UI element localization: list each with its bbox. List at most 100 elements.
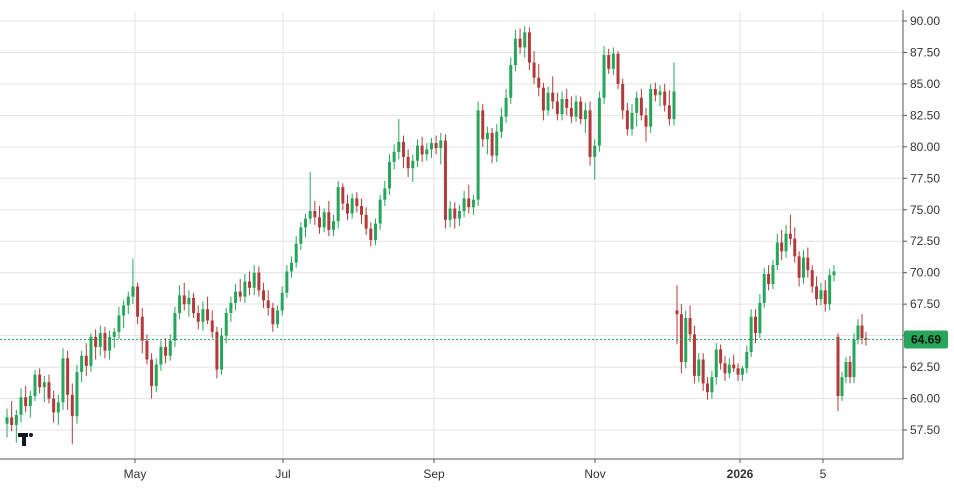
- candle[interactable]: [429, 138, 433, 159]
- candle[interactable]: [471, 194, 475, 215]
- candle[interactable]: [546, 86, 550, 116]
- candle[interactable]: [364, 207, 368, 235]
- candle[interactable]: [392, 144, 396, 170]
- candle[interactable]: [234, 284, 238, 311]
- candles[interactable]: [5, 26, 868, 444]
- candle[interactable]: [159, 340, 163, 371]
- candle[interactable]: [797, 251, 801, 287]
- candle[interactable]: [569, 96, 573, 123]
- candle[interactable]: [823, 280, 827, 312]
- candle[interactable]: [220, 328, 224, 375]
- candle[interactable]: [439, 133, 443, 165]
- candle[interactable]: [70, 383, 74, 444]
- candle[interactable]: [692, 325, 696, 384]
- candle[interactable]: [495, 124, 499, 162]
- candle[interactable]: [42, 375, 46, 403]
- candle[interactable]: [182, 282, 186, 311]
- candle[interactable]: [527, 27, 531, 71]
- candle[interactable]: [710, 370, 714, 399]
- candle[interactable]: [509, 57, 513, 105]
- candle[interactable]: [84, 343, 88, 376]
- candle[interactable]: [378, 194, 382, 230]
- candle[interactable]: [852, 333, 856, 384]
- candle[interactable]: [688, 305, 692, 342]
- candle[interactable]: [844, 357, 848, 384]
- candle[interactable]: [136, 282, 140, 325]
- candle[interactable]: [19, 388, 23, 423]
- candle[interactable]: [75, 364, 79, 424]
- candle[interactable]: [499, 107, 503, 139]
- candle[interactable]: [122, 300, 126, 329]
- candle[interactable]: [541, 82, 545, 121]
- candle[interactable]: [387, 154, 391, 195]
- candle[interactable]: [61, 348, 65, 410]
- candle[interactable]: [856, 319, 860, 345]
- candle[interactable]: [583, 102, 587, 134]
- candle[interactable]: [788, 214, 792, 246]
- candle[interactable]: [411, 154, 415, 183]
- candle[interactable]: [52, 390, 56, 423]
- candle[interactable]: [131, 258, 135, 305]
- candle[interactable]: [420, 136, 424, 162]
- candle[interactable]: [663, 83, 667, 112]
- candle[interactable]: [593, 139, 597, 180]
- candle[interactable]: [767, 265, 771, 291]
- candle[interactable]: [401, 135, 405, 169]
- candle[interactable]: [810, 265, 814, 293]
- candle[interactable]: [780, 229, 784, 261]
- candle[interactable]: [434, 135, 438, 155]
- tradingview-logo[interactable]: [18, 433, 33, 446]
- candle[interactable]: [271, 302, 275, 332]
- candle[interactable]: [33, 369, 37, 402]
- candle[interactable]: [560, 91, 564, 121]
- candle[interactable]: [187, 290, 191, 317]
- candle[interactable]: [732, 354, 736, 373]
- candle[interactable]: [597, 91, 601, 152]
- candle[interactable]: [80, 350, 84, 383]
- candle[interactable]: [192, 292, 196, 318]
- candle[interactable]: [806, 247, 810, 278]
- candle[interactable]: [719, 344, 723, 370]
- candle[interactable]: [672, 62, 676, 126]
- candle[interactable]: [383, 180, 387, 206]
- candle[interactable]: [173, 306, 177, 347]
- candle[interactable]: [749, 309, 753, 358]
- candle[interactable]: [14, 409, 18, 443]
- candle[interactable]: [140, 307, 144, 354]
- candle[interactable]: [621, 78, 625, 120]
- candle[interactable]: [262, 282, 266, 308]
- candle[interactable]: [280, 286, 284, 316]
- candle[interactable]: [523, 26, 527, 58]
- candle[interactable]: [224, 307, 228, 344]
- candle[interactable]: [667, 90, 671, 126]
- candle[interactable]: [771, 260, 775, 290]
- candle[interactable]: [98, 325, 102, 356]
- candle[interactable]: [327, 200, 331, 237]
- candle[interactable]: [229, 296, 233, 322]
- candle[interactable]: [762, 267, 766, 308]
- candle[interactable]: [10, 401, 14, 432]
- candle[interactable]: [290, 256, 294, 278]
- candle[interactable]: [513, 29, 517, 72]
- candle[interactable]: [5, 408, 9, 438]
- candle[interactable]: [754, 309, 757, 344]
- candle[interactable]: [443, 134, 447, 229]
- candle[interactable]: [103, 326, 107, 359]
- candle[interactable]: [196, 305, 200, 330]
- candle[interactable]: [350, 193, 354, 219]
- candle[interactable]: [248, 271, 252, 296]
- candle[interactable]: [345, 194, 349, 220]
- candle[interactable]: [467, 184, 471, 214]
- candle[interactable]: [168, 334, 172, 361]
- candle[interactable]: [607, 48, 611, 74]
- candle[interactable]: [793, 227, 797, 263]
- candle[interactable]: [373, 218, 377, 246]
- candle[interactable]: [117, 306, 121, 340]
- candle[interactable]: [864, 331, 868, 346]
- candle[interactable]: [206, 296, 210, 325]
- candle[interactable]: [108, 330, 112, 360]
- candle[interactable]: [675, 285, 679, 345]
- candle[interactable]: [201, 301, 205, 331]
- candle[interactable]: [644, 107, 648, 142]
